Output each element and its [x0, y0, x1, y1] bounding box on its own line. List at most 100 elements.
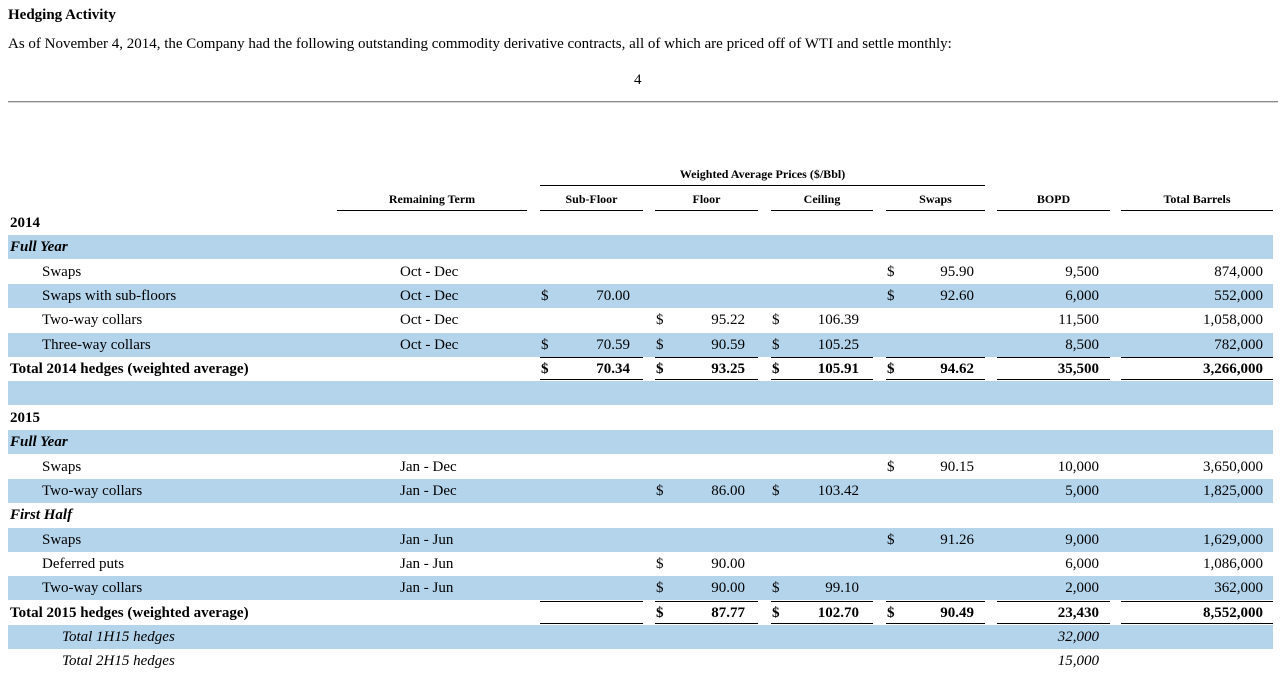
- table-total-row: Total 2014 hedges (weighted average) $70.…: [8, 357, 1273, 381]
- row-label: 2014: [10, 215, 40, 231]
- cell-ceiling-dollar: $: [772, 336, 780, 353]
- cell-bopd: 32,000: [1057, 628, 1099, 645]
- cell-floor: 87.77: [711, 604, 745, 621]
- cell-ceiling: 103.42: [817, 482, 859, 499]
- cell-swaps: 95.90: [940, 263, 974, 280]
- table-row: Swaps Jan - Jun $91.26 9,000 1,629,000: [8, 527, 1273, 552]
- row-label: Total 2014 hedges (weighted average): [10, 361, 249, 378]
- cell-ceiling: 105.25: [817, 336, 859, 353]
- cell-subfloor: 70.59: [596, 336, 630, 353]
- cell-floor-dollar: $: [656, 604, 664, 621]
- table-row: Full Year: [8, 235, 1273, 260]
- cell-swaps: 94.62: [940, 361, 974, 378]
- cell-term: Jan - Dec: [400, 458, 457, 475]
- row-label: Two-way collars: [42, 482, 143, 499]
- table-row: Two-way collars Jan - Dec $86.00 $103.42 5,0…: [8, 478, 1273, 503]
- cell-bopd: 6,000: [1065, 288, 1099, 305]
- cell-swaps-dollar: $: [887, 361, 895, 378]
- cell-swaps-dollar: $: [887, 288, 895, 305]
- cell-swaps: 92.60: [940, 288, 974, 305]
- cell-bopd: 9,000: [1065, 531, 1099, 548]
- row-label: Total 1H15 hedges: [62, 628, 175, 645]
- cell-total: 1,825,000: [1203, 482, 1263, 499]
- table-row: Total 1H15 hedges 32,000: [8, 624, 1273, 649]
- cell-term: Oct - Dec: [400, 312, 459, 329]
- cell-swaps: 91.26: [940, 531, 974, 548]
- cell-total: 362,000: [1214, 580, 1263, 597]
- row-label: Deferred puts: [42, 555, 125, 572]
- cell-bopd: 9,500: [1065, 263, 1099, 280]
- cell-ceiling-dollar: $: [772, 361, 780, 378]
- table-row: Two-way collars Jan - Jun $90.00 $99.10 2,00…: [8, 576, 1273, 601]
- cell-ceiling-dollar: $: [772, 312, 780, 329]
- table-row: Three-way collars Oct - Dec $70.59 $90.59 $1…: [8, 332, 1273, 357]
- cell-ceiling: 106.39: [817, 312, 859, 329]
- cell-ceiling-dollar: $: [772, 604, 780, 621]
- total-rule: [655, 357, 758, 359]
- cell-floor: 90.00: [711, 580, 745, 597]
- col-header-swaps: Swaps: [886, 192, 985, 211]
- row-label: Two-way collars: [42, 580, 143, 597]
- col-header-total-barrels: Total Barrels: [1121, 192, 1273, 211]
- cell-bopd: 35,500: [1057, 361, 1099, 378]
- table-row: Swaps Oct - Dec $95.90 9,500 874,000: [8, 260, 1273, 284]
- total-rule: [655, 600, 758, 602]
- cell-total: 8,552,000: [1203, 604, 1263, 621]
- table-row: Swaps with sub-floors Oct - Dec $70.00 $92.…: [8, 284, 1273, 309]
- total-rule: [1121, 600, 1273, 602]
- col-header-bopd: BOPD: [997, 192, 1110, 211]
- cell-bopd: 15,000: [1057, 653, 1099, 670]
- cell-total: 782,000: [1214, 336, 1263, 353]
- cell-subfloor: 70.34: [596, 361, 630, 378]
- intro-paragraph: As of November 4, 2014, the Company had …: [8, 36, 952, 52]
- row-label: Swaps: [42, 458, 82, 475]
- cell-bopd: 10,000: [1057, 458, 1099, 475]
- row-label: Swaps with sub-floors: [42, 288, 177, 305]
- row-label: First Half: [10, 507, 73, 524]
- cell-floor-dollar: $: [656, 361, 664, 378]
- cell-floor-dollar: $: [656, 580, 664, 597]
- cell-bopd: 6,000: [1065, 555, 1099, 572]
- cell-ceiling-dollar: $: [772, 482, 780, 499]
- total-rule: [540, 600, 643, 602]
- cell-ceiling: 102.70: [817, 604, 859, 621]
- total-rule: [1121, 357, 1273, 359]
- cell-bopd: 8,500: [1065, 336, 1099, 353]
- row-label: Total 2015 hedges (weighted average): [10, 604, 249, 621]
- cell-swaps-dollar: $: [887, 531, 895, 548]
- cell-total: 1,086,000: [1203, 555, 1263, 572]
- cell-bopd: 2,000: [1065, 580, 1099, 597]
- table-total-row: Total 2015 hedges (weighted average) $87.…: [8, 601, 1273, 625]
- col-header-floor: Floor: [655, 192, 758, 211]
- cell-total: 3,650,000: [1203, 458, 1263, 475]
- cell-bopd: 23,430: [1057, 604, 1099, 621]
- cell-term: Jan - Jun: [400, 555, 454, 572]
- total-rule: [540, 357, 643, 359]
- cell-floor: 95.22: [711, 312, 745, 329]
- cell-term: Jan - Jun: [400, 580, 454, 597]
- cell-swaps-dollar: $: [887, 458, 895, 475]
- cell-floor-dollar: $: [656, 312, 664, 329]
- cell-subfloor-dollar: $: [541, 288, 549, 305]
- cell-floor: 90.00: [711, 555, 745, 572]
- table-row: 2015: [8, 406, 1273, 430]
- table-row: Deferred puts Jan - Jun $90.00 6,000 1,086,0…: [8, 552, 1273, 576]
- cell-ceiling: 99.10: [825, 580, 859, 597]
- cell-floor: 90.59: [711, 336, 745, 353]
- table-row: Swaps Jan - Dec $90.15 10,000 3,650,000: [8, 455, 1273, 479]
- total-rule: [771, 357, 873, 359]
- section-heading: Hedging Activity: [8, 7, 116, 23]
- page-number: 4: [634, 72, 642, 88]
- cell-swaps: 90.15: [940, 458, 974, 475]
- cell-term: Oct - Dec: [400, 336, 459, 353]
- total-rule: [886, 600, 985, 602]
- cell-bopd: 5,000: [1065, 482, 1099, 499]
- cell-total: 1,058,000: [1203, 312, 1263, 329]
- cell-bopd: 11,500: [1058, 312, 1099, 329]
- cell-floor-dollar: $: [656, 482, 664, 499]
- col-header-ceiling: Ceiling: [771, 192, 873, 211]
- cell-total: 3,266,000: [1203, 361, 1263, 378]
- row-label: 2015: [10, 409, 40, 426]
- cell-term: Jan - Jun: [400, 531, 454, 548]
- total-rule: [771, 600, 873, 602]
